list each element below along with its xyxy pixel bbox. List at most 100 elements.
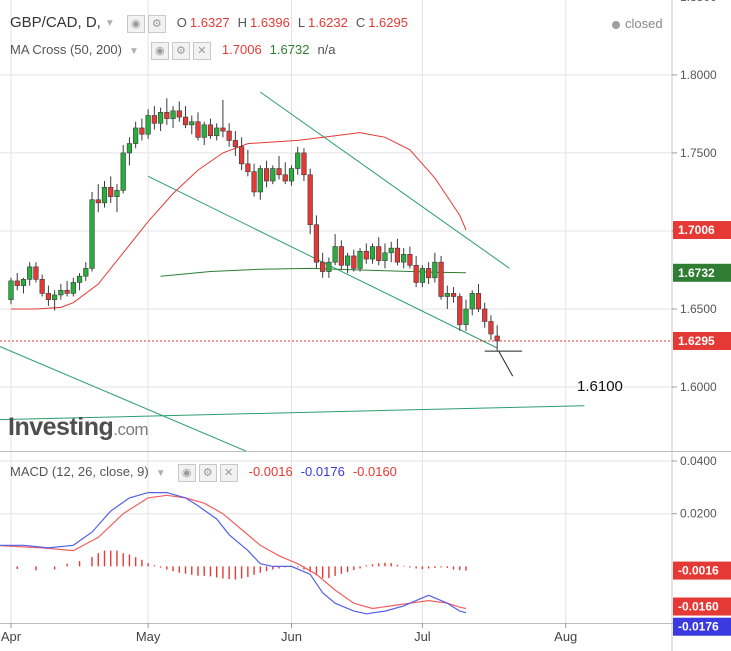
time-axis-tick-label: Apr [1,629,22,644]
open-label: O [176,15,187,30]
candle-body [8,280,14,300]
price-axis-tick-label: 1.7500 [680,146,717,160]
candle-body [201,124,207,138]
macd-axis-tick-label: 0.0200 [680,507,717,521]
candle-body [488,321,494,335]
macd-tag-0-bg [673,561,731,580]
macd-signal-value: -0.0160 [352,464,397,480]
candle-body [89,199,95,269]
candle-body [450,293,457,297]
candle-body [64,289,70,294]
macd-settings-gear-icon[interactable]: ⚙ [198,464,217,482]
candle-body [494,335,500,342]
annotation-pointer [498,350,514,377]
candle-body [469,293,475,310]
candle-body [245,163,251,172]
candle-body [126,143,133,154]
ma-third-value: n/a [317,42,336,58]
low-label: L [297,15,306,30]
candle-body [83,268,89,277]
candle-body [288,168,295,182]
candle-body [27,266,33,280]
macd-tag-2-bg [673,617,731,636]
candle-body [388,247,394,254]
candle-body [401,254,407,263]
candle-body [45,293,51,300]
macd-tag-1-text: -0.0160 [678,600,719,614]
price-legend: GBP/CAD, D, ▼ ◉ ⚙ O 1.6327 H 1.6396 L 1.6232 C 1.62… [10,14,416,33]
market-status-text: closed [625,16,663,31]
candle-body [14,280,20,286]
macd-tag-1-bg [673,597,731,616]
candle-body [432,261,438,279]
candle-body [257,168,263,193]
candle-body [438,261,444,297]
macd-legend: MACD (12, 26, close, 9) ▼ ◉ ⚙ ✕ -0.0016 -0.017… [10,464,405,482]
macd-signal-line [0,494,467,610]
candle-body [270,168,276,182]
macd-pane [0,492,467,615]
candle-body [120,152,126,191]
candle-body [207,124,214,137]
candle-body [251,171,257,193]
candle-body [33,266,39,280]
macd-line [0,492,467,615]
ma-remove-close-icon[interactable]: ✕ [192,42,211,60]
time-axis-tick-label: Aug [554,629,577,644]
ma-legend: MA Cross (50, 200) ▼ ◉ ⚙ ✕ 1.7006 1.6732 n/a [10,42,339,60]
high-label: H [237,15,248,30]
visibility-toggle-icon[interactable]: ◉ [126,14,145,33]
candle-body [145,115,151,135]
candle-body [413,264,419,283]
close-label: C [355,15,366,30]
macd-visibility-toggle-icon[interactable]: ◉ [177,464,196,482]
candle-body [369,246,376,260]
candle-body [295,152,301,169]
candle-body [108,186,114,197]
price-tag-2-text: 1.6295 [678,334,715,348]
candle-body [444,293,450,297]
ma-visibility-toggle-icon[interactable]: ◉ [150,42,169,60]
candle-body [307,174,313,226]
close-value: 1.6295 [368,15,408,30]
candle-body [363,250,369,260]
macd-histogram-value: -0.0016 [248,464,293,480]
open-value: 1.6327 [189,15,230,30]
investing-logo: Investing.com [8,413,149,442]
macd-remove-close-icon[interactable]: ✕ [219,464,238,482]
ma-menu-caret-icon[interactable]: ▼ [129,45,139,57]
candle-body [195,121,201,138]
candle-body [151,115,157,124]
candle-body [313,224,320,263]
candle-body [139,127,145,135]
ma200-value: 1.6732 [269,42,310,58]
candle-body [189,121,195,126]
macd-tag-0-text: -0.0016 [678,564,719,578]
trendline-0 [260,91,510,269]
candle-body [95,199,101,204]
candle-body [226,130,232,141]
candle-body [52,294,58,300]
candle-body [332,246,338,263]
low-value: 1.6232 [308,15,348,30]
macd-menu-caret-icon[interactable]: ▼ [155,467,166,479]
symbol-menu-caret-icon[interactable]: ▼ [104,18,115,30]
annotation-label: 1.6100 [577,378,623,395]
candle-body [426,268,432,279]
candle-body [220,127,226,132]
candle-body [282,174,288,182]
settings-gear-icon[interactable]: ⚙ [147,14,166,33]
candle-body [263,168,270,182]
symbol-title: GBP/CAD, D, [10,14,101,31]
candle-body [276,168,282,176]
ma-settings-gear-icon[interactable]: ⚙ [171,42,190,60]
candle-body [344,255,351,266]
candle-body [176,110,182,118]
candle-body [182,116,189,126]
candle-body [320,261,326,272]
price-pane [0,91,672,451]
trendline-3 [0,405,585,421]
candle-body [457,296,463,325]
price-axis-tick-label: 1.8500 [680,0,717,4]
